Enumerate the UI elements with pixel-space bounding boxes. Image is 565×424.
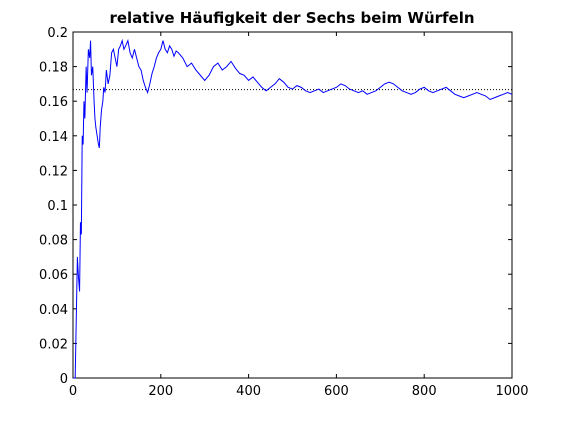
y-tick-label: 0.08 [39, 234, 68, 249]
y-tick-label: 0 [60, 372, 68, 387]
series-layer [73, 38, 513, 379]
y-tick-label: 0.14 [39, 130, 68, 145]
axis-ticks: 0 200 400 600 800 1000 0 0.02 0.04 0.06 0.08 0.1 0.1… [39, 26, 529, 399]
y-tick-label: 0.16 [39, 95, 68, 110]
y-tick-label: 0.12 [39, 164, 68, 179]
series-line [73, 38, 513, 379]
x-tick-label: 800 [412, 384, 437, 399]
x-tick-label: 0 [69, 384, 77, 399]
plot-area [72, 31, 513, 379]
x-tick-label: 400 [236, 384, 261, 399]
y-tick-label: 0.04 [39, 303, 68, 318]
y-tick-label: 0.1 [47, 199, 68, 214]
y-tick-label: 0.18 [39, 61, 68, 76]
chart-title: relative Häufigkeit der Sechs beim Würfe… [109, 9, 474, 27]
x-tick-label: 1000 [495, 384, 528, 399]
y-tick-label: 0.06 [39, 268, 68, 283]
y-tick-label: 0.02 [39, 337, 68, 352]
x-tick-label: 200 [148, 384, 173, 399]
x-tick-label: 600 [324, 384, 349, 399]
y-tick-label: 0.2 [47, 26, 68, 41]
